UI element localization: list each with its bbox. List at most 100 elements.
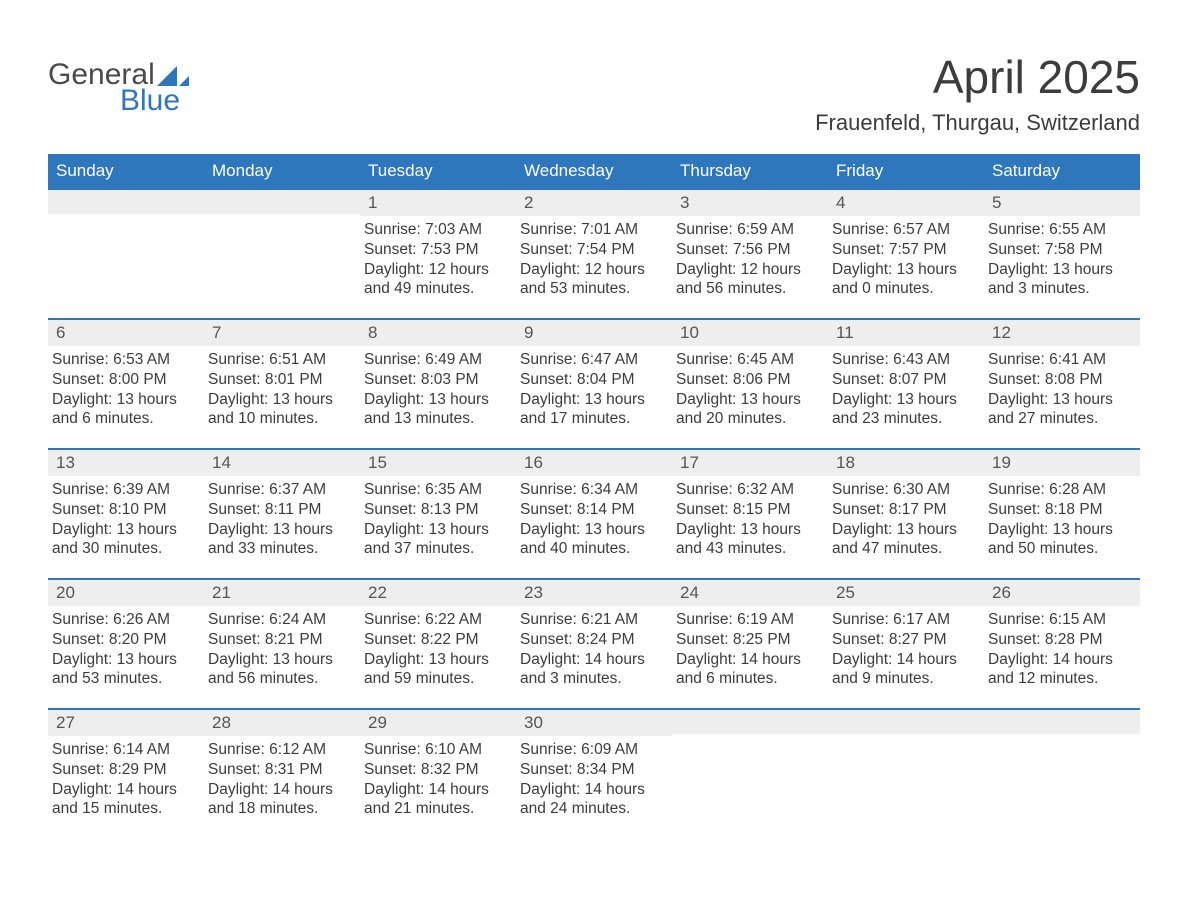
sunset-line: Sunset: 8:06 PM [676, 371, 791, 388]
sunrise-line: Sunrise: 6:15 AM [988, 611, 1106, 628]
daylight-line: Daylight: 14 hours and 18 minutes. [208, 781, 333, 818]
day-details: Sunrise: 6:37 AMSunset: 8:11 PMDaylight:… [208, 480, 354, 559]
day-number [672, 710, 828, 734]
calendar-day: 17Sunrise: 6:32 AMSunset: 8:15 PMDayligh… [672, 450, 828, 578]
sunset-line: Sunset: 8:27 PM [832, 631, 947, 648]
weekday-header: Tuesday [360, 154, 516, 188]
calendar-day [828, 710, 984, 838]
day-number: 10 [672, 320, 828, 346]
sunrise-line: Sunrise: 6:28 AM [988, 481, 1106, 498]
sunrise-line: Sunrise: 6:19 AM [676, 611, 794, 628]
daylight-line: Daylight: 12 hours and 53 minutes. [520, 261, 645, 298]
day-details: Sunrise: 6:53 AMSunset: 8:00 PMDaylight:… [52, 350, 198, 429]
sunrise-line: Sunrise: 6:45 AM [676, 351, 794, 368]
daylight-line: Daylight: 13 hours and 10 minutes. [208, 391, 333, 428]
sunset-line: Sunset: 8:08 PM [988, 371, 1103, 388]
sunrise-line: Sunrise: 6:47 AM [520, 351, 638, 368]
weekday-header: Wednesday [516, 154, 672, 188]
sunset-line: Sunset: 8:24 PM [520, 631, 635, 648]
day-details: Sunrise: 6:39 AMSunset: 8:10 PMDaylight:… [52, 480, 198, 559]
sunrise-line: Sunrise: 6:55 AM [988, 221, 1106, 238]
weekday-header: Friday [828, 154, 984, 188]
header: General Blue April 2025 Frauenfeld, Thur… [48, 40, 1140, 146]
calendar-day [204, 190, 360, 318]
brand-word-2: Blue [120, 84, 180, 118]
sunrise-line: Sunrise: 6:53 AM [52, 351, 170, 368]
calendar-day: 29Sunrise: 6:10 AMSunset: 8:32 PMDayligh… [360, 710, 516, 838]
calendar-day: 1 Sunrise: 7:03 AM Sunset: 7:53 PM Daylight… [360, 190, 516, 318]
calendar-day: 20Sunrise: 6:26 AMSunset: 8:20 PMDayligh… [48, 580, 204, 708]
sunset-line: Sunset: 8:29 PM [52, 761, 167, 778]
day-number: 14 [204, 450, 360, 476]
sunset-line: Sunset: 8:34 PM [520, 761, 635, 778]
day-number [828, 710, 984, 734]
sunrise-line: Sunrise: 6:35 AM [364, 481, 482, 498]
daylight-line: Daylight: 13 hours and 27 minutes. [988, 391, 1113, 428]
calendar-day: 28Sunrise: 6:12 AMSunset: 8:31 PMDayligh… [204, 710, 360, 838]
sunrise-line: Sunrise: 6:26 AM [52, 611, 170, 628]
sunset-line: Sunset: 8:21 PM [208, 631, 323, 648]
day-details: Sunrise: 6:59 AMSunset: 7:56 PMDaylight:… [676, 220, 822, 299]
day-details: Sunrise: 7:03 AM Sunset: 7:53 PM Daylight:… [364, 220, 510, 299]
day-number: 1 [360, 190, 516, 216]
day-number: 9 [516, 320, 672, 346]
day-details: Sunrise: 6:22 AMSunset: 8:22 PMDaylight:… [364, 610, 510, 689]
calendar-day: 23Sunrise: 6:21 AMSunset: 8:24 PMDayligh… [516, 580, 672, 708]
day-number: 26 [984, 580, 1140, 606]
sunset-line: Sunset: 8:18 PM [988, 501, 1103, 518]
sunset-line: Sunset: 8:04 PM [520, 371, 635, 388]
sunrise-line: Sunrise: 6:32 AM [676, 481, 794, 498]
daylight-line: Daylight: 13 hours and 40 minutes. [520, 521, 645, 558]
daylight-line: Daylight: 13 hours and 30 minutes. [52, 521, 177, 558]
daylight-line: Daylight: 13 hours and 33 minutes. [208, 521, 333, 558]
day-details: Sunrise: 6:34 AMSunset: 8:14 PMDaylight:… [520, 480, 666, 559]
day-number: 8 [360, 320, 516, 346]
sunset-line: Sunset: 8:28 PM [988, 631, 1103, 648]
day-details: Sunrise: 6:15 AMSunset: 8:28 PMDaylight:… [988, 610, 1134, 689]
day-number: 30 [516, 710, 672, 736]
daylight-line: Daylight: 13 hours and 47 minutes. [832, 521, 957, 558]
sunset-line: Sunset: 8:07 PM [832, 371, 947, 388]
calendar-week: 20Sunrise: 6:26 AMSunset: 8:20 PMDayligh… [48, 578, 1140, 708]
calendar-day: 18Sunrise: 6:30 AMSunset: 8:17 PMDayligh… [828, 450, 984, 578]
calendar-week: 27Sunrise: 6:14 AMSunset: 8:29 PMDayligh… [48, 708, 1140, 838]
calendar-day: 11Sunrise: 6:43 AMSunset: 8:07 PMDayligh… [828, 320, 984, 448]
sunrise-line: Sunrise: 6:12 AM [208, 741, 326, 758]
calendar-day: 8 Sunrise: 6:49 AMSunset: 8:03 PMDaylight… [360, 320, 516, 448]
sunrise-line: Sunrise: 6:14 AM [52, 741, 170, 758]
day-details: Sunrise: 6:24 AMSunset: 8:21 PMDaylight:… [208, 610, 354, 689]
daylight-line: Daylight: 14 hours and 3 minutes. [520, 651, 645, 688]
calendar-day: 10Sunrise: 6:45 AMSunset: 8:06 PMDayligh… [672, 320, 828, 448]
day-number: 3 [672, 190, 828, 216]
day-details: Sunrise: 6:45 AMSunset: 8:06 PMDaylight:… [676, 350, 822, 429]
sunrise-line: Sunrise: 7:03 AM [364, 221, 482, 238]
day-details: Sunrise: 6:47 AM Sunset: 8:04 PM Daylight:… [520, 350, 666, 429]
calendar-week: 6Sunrise: 6:53 AMSunset: 8:00 PMDaylight… [48, 318, 1140, 448]
calendar-day: 14 Sunrise: 6:37 AMSunset: 8:11 PMDayligh… [204, 450, 360, 578]
day-details: Sunrise: 6:19 AMSunset: 8:25 PMDaylight:… [676, 610, 822, 689]
sunset-line: Sunset: 7:53 PM [364, 241, 479, 258]
day-details: Sunrise: 6:21 AMSunset: 8:24 PMDaylight:… [520, 610, 666, 689]
sunrise-line: Sunrise: 6:49 AM [364, 351, 482, 368]
sunset-line: Sunset: 8:25 PM [676, 631, 791, 648]
sunrise-line: Sunrise: 6:30 AM [832, 481, 950, 498]
day-number: 11 [828, 320, 984, 346]
daylight-line: Daylight: 13 hours and 0 minutes. [832, 261, 957, 298]
day-details: Sunrise: 6:51 AMSunset: 8:01 PMDaylight:… [208, 350, 354, 429]
daylight-line: Daylight: 14 hours and 21 minutes. [364, 781, 489, 818]
day-details: Sunrise: 6:35 AMSunset: 8:13 PMDaylight:… [364, 480, 510, 559]
daylight-line: Daylight: 12 hours and 56 minutes. [676, 261, 801, 298]
weekday-header: Monday [204, 154, 360, 188]
daylight-line: Daylight: 12 hours and 49 minutes. [364, 261, 489, 298]
calendar-day: 30Sunrise: 6:09 AMSunset: 8:34 PMDayligh… [516, 710, 672, 838]
day-number: 29 [360, 710, 516, 736]
brand-logo: General Blue [48, 58, 189, 118]
calendar-page: General Blue April 2025 Frauenfeld, Thur… [0, 0, 1188, 886]
sunset-line: Sunset: 8:01 PM [208, 371, 323, 388]
daylight-line: Daylight: 13 hours and 53 minutes. [52, 651, 177, 688]
daylight-line: Daylight: 13 hours and 17 minutes. [520, 391, 645, 428]
calendar-day: 24Sunrise: 6:19 AMSunset: 8:25 PMDayligh… [672, 580, 828, 708]
day-number: 22 [360, 580, 516, 606]
day-number [204, 190, 360, 214]
day-details: Sunrise: 6:49 AMSunset: 8:03 PMDaylight:… [364, 350, 510, 429]
